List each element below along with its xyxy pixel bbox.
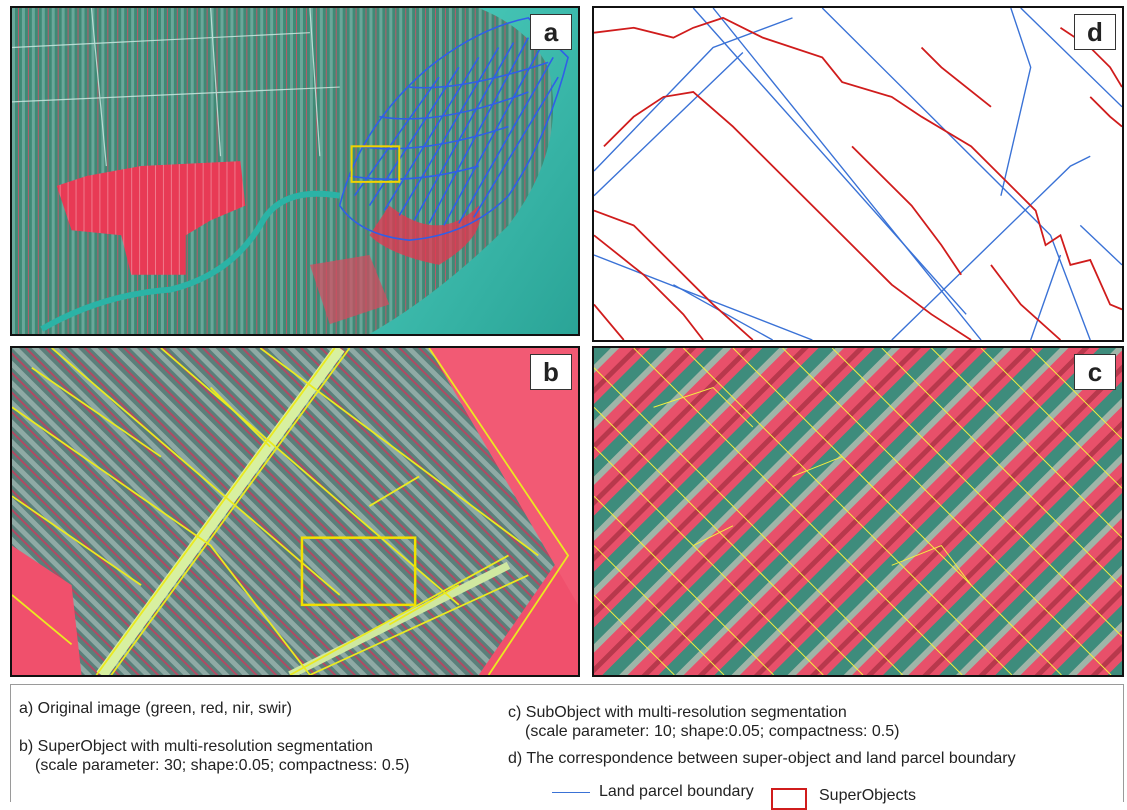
superobjects-legend-swatch	[771, 788, 807, 810]
superobject-segmentation-map	[12, 348, 578, 675]
panel-b-superobject-segmentation: b	[10, 346, 580, 677]
panel-c-label: c	[1074, 354, 1116, 390]
parcel-boundary-legend-label: Land parcel boundary	[599, 783, 754, 800]
parcel-boundary-legend-swatch	[552, 792, 590, 793]
panel-d-correspondence: d	[592, 6, 1124, 342]
original-image-map	[12, 8, 578, 334]
panel-c-subobject-segmentation: c	[592, 346, 1124, 677]
caption-c-line1: c) SubObject with multi-resolution segme…	[508, 704, 847, 721]
caption-c-line2: (scale parameter: 10; shape:0.05; compac…	[525, 723, 900, 740]
caption-b-line2: (scale parameter: 30; shape:0.05; compac…	[35, 757, 410, 774]
panel-d-label: d	[1074, 14, 1116, 50]
caption-d: d) The correspondence between super-obje…	[508, 750, 1016, 767]
correspondence-diagram	[594, 8, 1122, 340]
superobjects-legend-label: SuperObjects	[819, 787, 916, 804]
figure-caption: a) Original image (green, red, nir, swir…	[10, 684, 1124, 810]
panel-a-label: a	[530, 14, 572, 50]
caption-b-line1: b) SuperObject with multi-resolution seg…	[19, 738, 373, 755]
panel-a-original-image: a	[10, 6, 580, 336]
caption-a: a) Original image (green, red, nir, swir…	[19, 700, 292, 717]
subobject-segmentation-map	[594, 348, 1122, 675]
panel-b-label: b	[530, 354, 572, 390]
